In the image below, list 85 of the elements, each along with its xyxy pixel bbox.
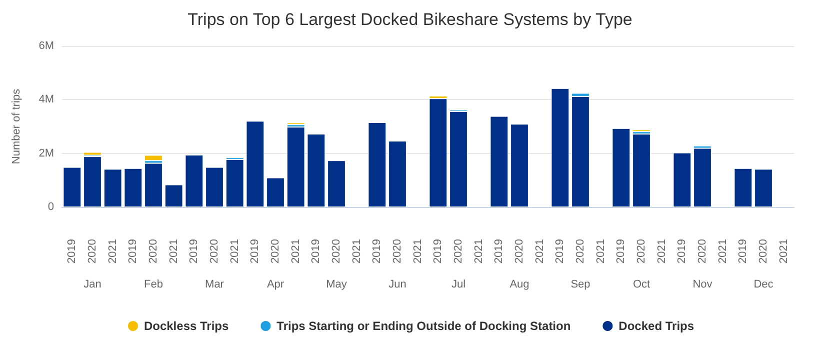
x-tick-label: 2020: [208, 239, 220, 264]
x-tick-label: 2019: [127, 239, 140, 264]
x-tick-label: 2020: [148, 239, 160, 264]
text: Feb: [144, 278, 163, 290]
text: Jan: [84, 278, 102, 290]
x-tick-label: 2021: [594, 239, 607, 264]
x-tick-label: 2020: [86, 239, 98, 264]
y-tick-label: 2M: [38, 147, 54, 160]
x-tick-label: 2021: [350, 239, 363, 264]
bar: [307, 134, 326, 207]
x-tick-label: 2021: [228, 239, 241, 264]
x-tick-label: 2019: [249, 239, 262, 264]
x-tick-label: 2019: [676, 239, 688, 264]
text: Sep: [570, 278, 590, 290]
bar: [164, 184, 183, 207]
bar: [572, 96, 590, 207]
x-tick-label: 2020: [330, 239, 342, 264]
bar: [226, 160, 244, 207]
y-tick-label: 6M: [38, 40, 54, 52]
y-tick-label: 0: [48, 201, 54, 213]
x-tick-label: 2020: [392, 239, 404, 264]
text: Aug: [510, 278, 530, 290]
text: Apr: [266, 278, 284, 290]
x-tick-label: 2019: [66, 239, 78, 264]
bar: [63, 167, 82, 207]
bar: [450, 111, 468, 207]
bar: [694, 148, 712, 207]
bar: [734, 168, 752, 207]
y-tick-label: 4M: [38, 94, 54, 106]
bar: [328, 160, 346, 207]
x-tick-label: 2020: [696, 239, 708, 264]
x-tick-label: 2021: [778, 239, 790, 264]
y-axis-title: Number of trips: [10, 88, 22, 164]
x-tick-label: 2020: [270, 239, 282, 264]
x-tick-label: 2019: [493, 239, 506, 264]
bar: [144, 163, 162, 207]
x-tick-label: 2020: [452, 239, 464, 264]
bar: [754, 169, 772, 207]
x-tick-label: 2019: [554, 239, 566, 264]
bar: [266, 178, 284, 207]
text: Jun: [388, 278, 406, 290]
bar: [206, 167, 224, 207]
bar: [286, 127, 305, 207]
text: Jul: [451, 278, 466, 290]
bar: [368, 122, 386, 207]
bar: [612, 128, 630, 207]
bar: [490, 116, 508, 207]
bar: [429, 98, 448, 207]
x-tick-label: 2020: [574, 239, 586, 264]
chart-title: Trips on Top 6 Largest Docked Bikeshare Systems by Type: [188, 10, 632, 29]
bar: [551, 88, 570, 207]
bar: [185, 154, 204, 207]
legend-label: Docked Trips: [618, 319, 694, 333]
x-tick-label: 2021: [168, 239, 180, 264]
bar: [144, 155, 162, 161]
text: Mar: [205, 278, 224, 290]
x-tick-label: 2021: [716, 239, 729, 264]
x-tick-label: 2021: [534, 239, 546, 264]
text: Oct: [632, 278, 650, 290]
text: Dec: [754, 278, 774, 290]
legend-label: Trips Starting or Ending Outside of Docking Station: [276, 319, 571, 333]
x-tick-label: 2019: [188, 239, 200, 264]
x-tick-label: 2019: [310, 239, 322, 264]
x-tick-label: 2021: [412, 239, 424, 264]
text: Nov: [692, 278, 713, 290]
x-tick-label: 2021: [472, 239, 485, 264]
x-tick-label: 2021: [106, 239, 119, 264]
x-tick-label: 2019: [615, 239, 628, 264]
x-tick-label: 2020: [636, 239, 648, 264]
x-tick-label: 2019: [737, 239, 750, 264]
x-tick-label: 2020: [758, 239, 770, 264]
bar: [388, 140, 406, 207]
x-tick-label: 2019: [432, 239, 444, 264]
bar: [510, 124, 528, 207]
legend-label: Dockless Trips: [144, 319, 229, 333]
bar: [632, 134, 650, 207]
bar: [673, 152, 692, 207]
bar: [246, 121, 264, 207]
bar: [104, 169, 122, 207]
x-tick-label: 2020: [514, 239, 526, 264]
bar: [124, 168, 142, 207]
x-tick-label: 2021: [656, 239, 668, 264]
x-tick-label: 2021: [290, 239, 302, 264]
x-tick-label: 2019: [371, 239, 384, 264]
text: May: [326, 278, 348, 290]
